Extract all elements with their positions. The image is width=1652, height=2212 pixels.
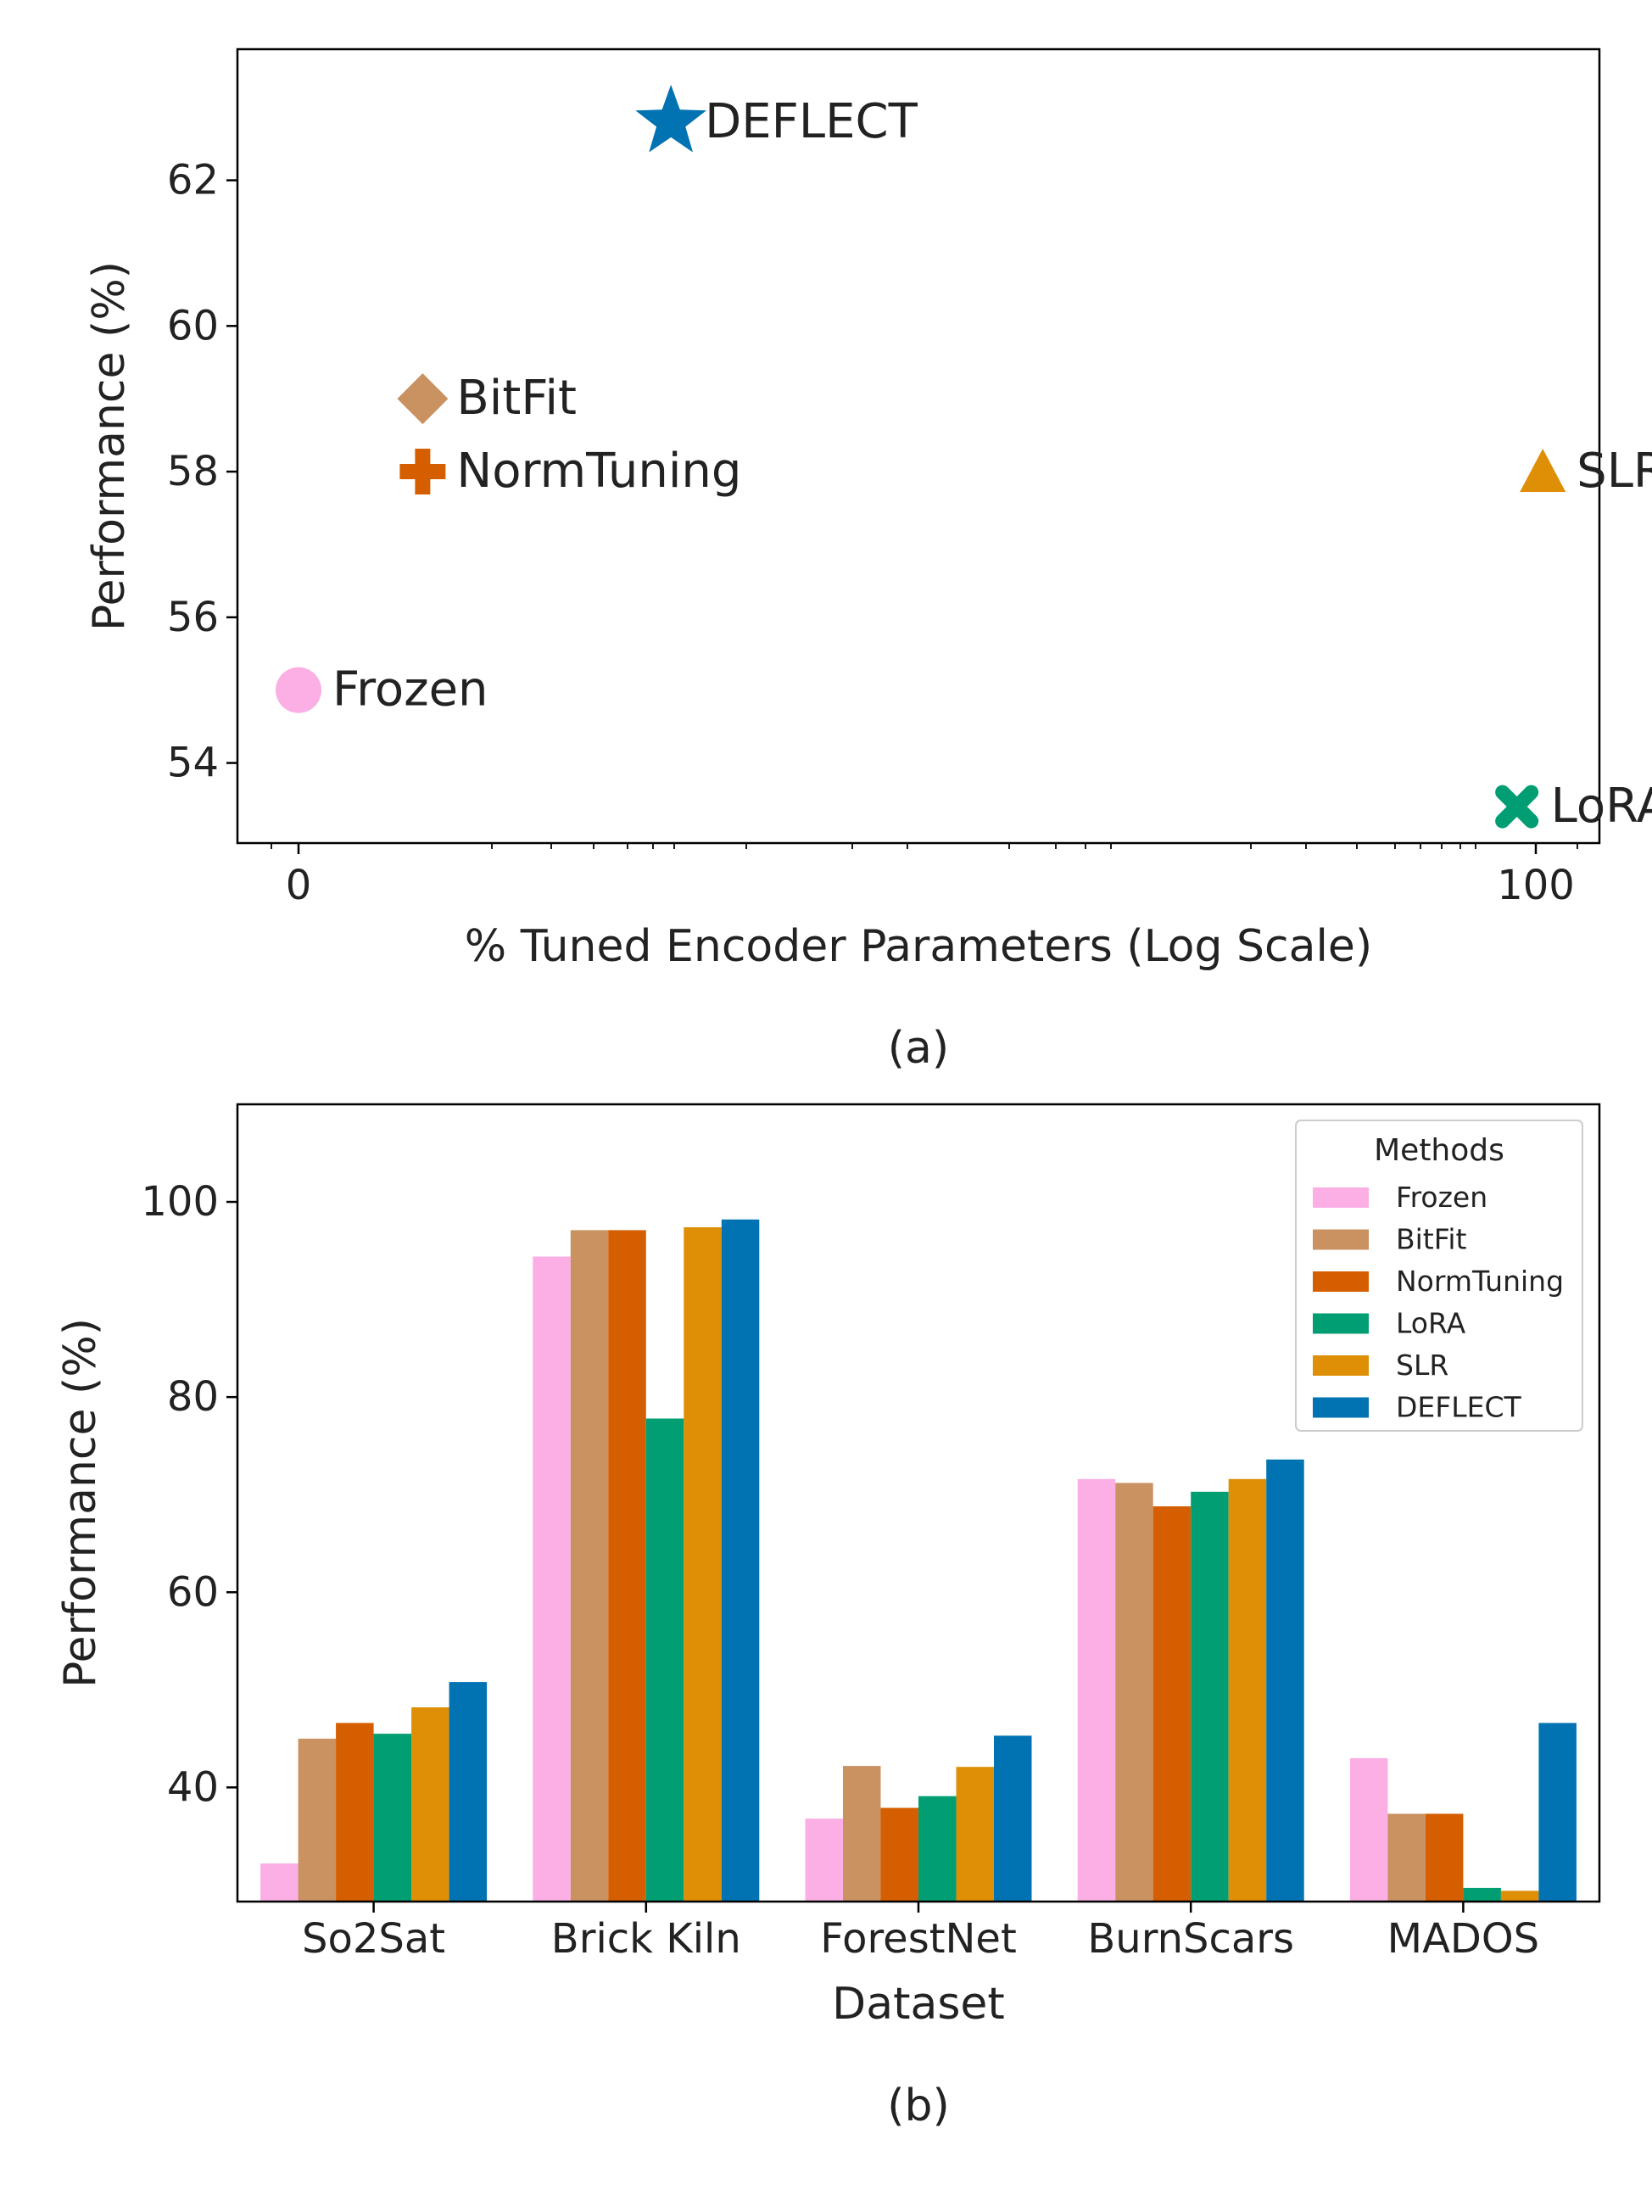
scatter-point-frozen	[276, 667, 321, 713]
bar-deflect-burnscars	[1266, 1459, 1304, 1902]
legend-label: SLR	[1396, 1349, 1448, 1382]
scatter-y-tick-label: 58	[167, 448, 219, 495]
bar-normtuning-forestnet	[880, 1807, 918, 1902]
legend-title: Methods	[1374, 1133, 1504, 1168]
legend-swatch-slr	[1313, 1355, 1369, 1376]
bar-slr-forestnet	[956, 1767, 994, 1902]
bar-deflect-mados	[1538, 1723, 1577, 1902]
bar-normtuning-mados	[1425, 1813, 1464, 1902]
panel-b-caption: (b)	[887, 2081, 950, 2131]
panel-a-caption: (a)	[888, 1023, 949, 1074]
scatter-point-lora	[1495, 785, 1539, 829]
scatter-point-slr	[1520, 449, 1566, 493]
bar-deflect-brick-kiln	[721, 1219, 760, 1902]
bar-deflect-so2sat	[449, 1682, 488, 1902]
scatter-point-label: NormTuning	[456, 444, 741, 499]
scatter-point-label: SLR	[1577, 444, 1652, 499]
scatter-y-ticks: 54 56 58 60 62	[167, 157, 237, 787]
bar-y-tick-label: 80	[167, 1373, 219, 1421]
legend-swatch-normtuning	[1313, 1271, 1369, 1292]
bar-bitfit-mados	[1387, 1813, 1426, 1902]
bar-bitfit-brick-kiln	[570, 1230, 609, 1902]
scatter-point-bitfit	[397, 373, 449, 425]
bar-x-tick-label: ForestNet	[820, 1915, 1017, 1963]
bar-slr-so2sat	[411, 1707, 449, 1902]
scatter-y-tick-label: 56	[167, 594, 219, 641]
legend-label: DEFLECT	[1396, 1391, 1522, 1424]
scatter-x-ticks: 0 100	[271, 843, 1578, 909]
scatter-x-axis-label: % Tuned Encoder Parameters (Log Scale)	[465, 921, 1372, 972]
x-marker-stroke	[1495, 785, 1539, 829]
bar-y-tick-label: 100	[141, 1178, 219, 1226]
bar-deflect-forestnet	[994, 1735, 1032, 1902]
bar-x-ticks: So2Sat Brick Kiln ForestNet BurnScars MADOS	[302, 1902, 1539, 1963]
bar-panel: 40 60 80 100 So2Sat Brick Kiln ForestNet BurnS…	[55, 1103, 1601, 2131]
scatter-point-deflect	[635, 84, 706, 153]
bar-frozen-forestnet	[805, 1818, 843, 1902]
bar-frozen-burnscars	[1077, 1478, 1116, 1902]
legend-swatch-bitfit	[1313, 1229, 1369, 1250]
scatter-y-axis-label: Performance (%)	[84, 261, 135, 631]
scatter-x-tick-label: 100	[1497, 862, 1575, 909]
bar-y-tick-label: 60	[167, 1568, 219, 1616]
bar-normtuning-so2sat	[336, 1723, 374, 1902]
scatter-point-label: LoRA	[1551, 779, 1652, 834]
bar-x-axis-label: Dataset	[832, 1979, 1005, 2030]
bar-lora-burnscars	[1191, 1491, 1229, 1902]
bar-slr-brick-kiln	[684, 1227, 722, 1902]
bar-lora-mados	[1463, 1887, 1501, 1902]
legend-label: LoRA	[1396, 1307, 1466, 1340]
bar-bitfit-forestnet	[843, 1766, 881, 1902]
scatter-y-tick-label: 54	[167, 740, 219, 787]
bar-lora-so2sat	[373, 1734, 412, 1902]
bar-normtuning-brick-kiln	[608, 1230, 646, 1902]
bar-bitfit-so2sat	[298, 1738, 337, 1902]
legend: Methods Frozen BitFit NormTuning LoRA SLR DEF…	[1295, 1120, 1583, 1432]
scatter-point-label: Frozen	[332, 662, 488, 718]
bar-y-axis-label: Performance (%)	[55, 1318, 106, 1688]
bar-lora-brick-kiln	[645, 1418, 684, 1902]
legend-swatch-frozen	[1313, 1187, 1369, 1208]
bar-frozen-so2sat	[260, 1863, 299, 1902]
bar-lora-forestnet	[918, 1796, 957, 1902]
bar-y-tick-label: 40	[167, 1763, 219, 1811]
scatter-plot-frame	[236, 47, 1601, 845]
bar-normtuning-burnscars	[1152, 1506, 1192, 1902]
scatter-points: DEFLECTFinetuningBitFitNormTuningSLRFroz…	[276, 84, 1652, 834]
bar-x-tick-label: Brick Kiln	[551, 1915, 741, 1963]
legend-swatch-lora	[1313, 1313, 1369, 1334]
bar-slr-mados	[1500, 1891, 1539, 1902]
scatter-point-label: DEFLECT	[705, 94, 918, 149]
bar-series	[260, 1219, 1577, 1902]
bar-y-ticks: 40 60 80 100	[141, 1178, 237, 1811]
scatter-y-tick-label: 60	[167, 302, 219, 349]
legend-label: Frozen	[1396, 1181, 1487, 1214]
bar-x-tick-label: BurnScars	[1087, 1915, 1294, 1963]
bar-slr-burnscars	[1228, 1478, 1267, 1902]
bar-x-tick-label: So2Sat	[302, 1915, 445, 1963]
legend-label: NormTuning	[1396, 1265, 1564, 1298]
bar-frozen-mados	[1349, 1757, 1388, 1902]
scatter-point-label: BitFit	[456, 371, 577, 426]
bar-x-tick-label: MADOS	[1387, 1915, 1539, 1963]
legend-swatch-deflect	[1313, 1397, 1369, 1418]
scatter-y-tick-label: 62	[167, 157, 219, 204]
bar-bitfit-burnscars	[1115, 1483, 1153, 1902]
legend-label: BitFit	[1396, 1223, 1466, 1256]
scatter-x-tick-label: 0	[286, 862, 312, 909]
scatter-point-normtuning	[399, 449, 446, 495]
bar-frozen-brick-kiln	[533, 1256, 571, 1902]
